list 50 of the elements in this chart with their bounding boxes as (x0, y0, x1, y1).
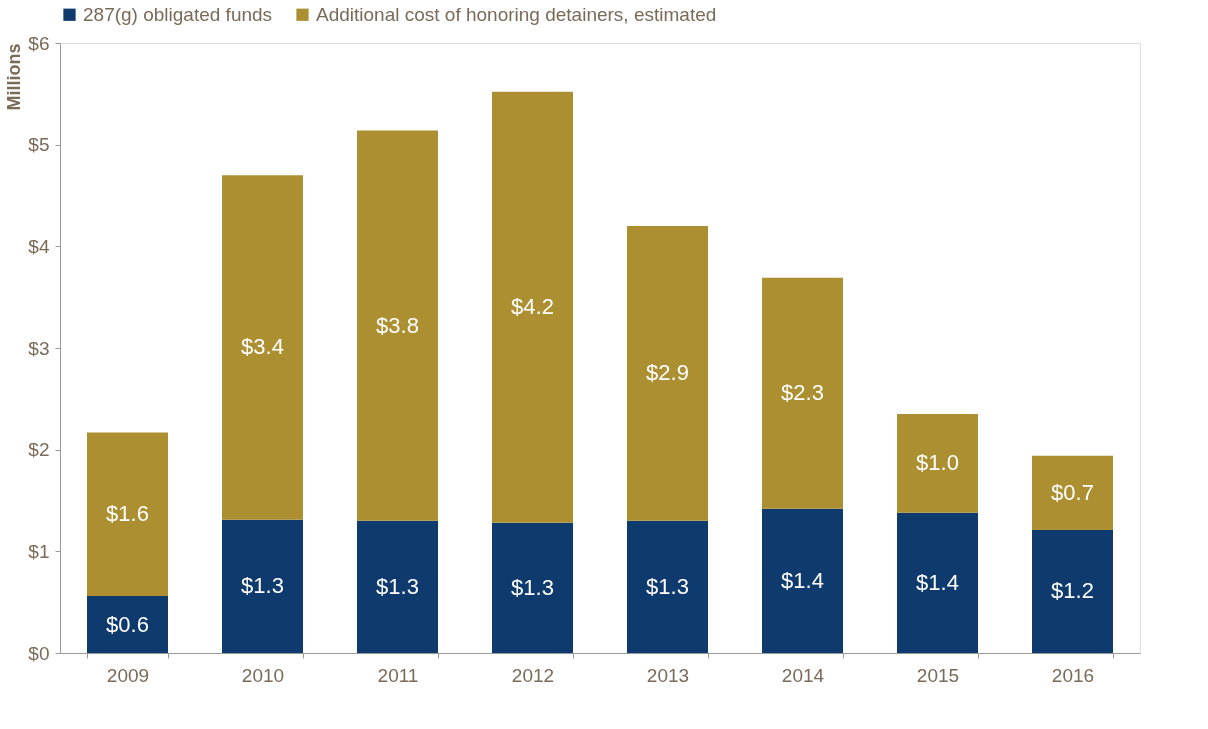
data-label: $4.2 (511, 294, 554, 320)
bar (87, 432, 168, 597)
x-tick-label: 2009 (106, 664, 150, 686)
y-tick-label: $4 (28, 235, 50, 257)
y-tick-label: $0 (28, 642, 50, 664)
x-tick-label: 2016 (1051, 664, 1095, 686)
bar (222, 175, 303, 520)
bar (627, 226, 708, 521)
data-label: $1.3 (376, 573, 419, 599)
data-label: $1.3 (241, 573, 284, 599)
bar (222, 519, 303, 653)
data-label: $2.3 (781, 380, 824, 406)
bar (627, 520, 708, 653)
x-tick-label: 2010 (241, 664, 285, 686)
data-label: $1.3 (511, 574, 554, 600)
x-tick-label: 2015 (916, 664, 960, 686)
bar (87, 596, 168, 653)
data-label: $3.4 (241, 334, 284, 360)
data-label: $0.7 (1051, 479, 1094, 505)
bar (357, 130, 438, 521)
data-label: $1.2 (1051, 578, 1094, 604)
bar (492, 91, 573, 523)
bar (492, 522, 573, 653)
bar (897, 414, 978, 513)
y-tick-label: $3 (28, 337, 50, 359)
data-label: $1.6 (106, 501, 149, 527)
data-label: $2.9 (646, 360, 689, 386)
y-tick-label: $1 (28, 540, 50, 562)
bar (357, 520, 438, 653)
x-tick-label: 2012 (511, 664, 555, 686)
data-label: $3.8 (376, 312, 419, 338)
bar (762, 508, 843, 653)
y-tick-label: $5 (28, 134, 50, 156)
x-tick-label: 2014 (781, 664, 825, 686)
y-tick-label: $2 (28, 439, 50, 461)
data-label: $1.0 (916, 450, 959, 476)
legend-label: 287(g) obligated funds (83, 3, 273, 25)
y-tick-label: $6 (28, 32, 50, 54)
data-label: $1.4 (781, 567, 824, 593)
x-tick-label: 2013 (646, 664, 690, 686)
bar (1032, 455, 1113, 530)
data-label: $0.6 (106, 611, 149, 637)
data-label: $1.3 (646, 573, 689, 599)
x-tick-label: 2011 (377, 664, 419, 686)
y-axis-title: Millions (4, 43, 25, 111)
bar (1032, 529, 1113, 653)
data-label: $1.4 (916, 569, 959, 595)
bar (897, 512, 978, 653)
legend-label: Additional cost of honoring detainers, estimated (316, 3, 717, 25)
bar (762, 277, 843, 509)
